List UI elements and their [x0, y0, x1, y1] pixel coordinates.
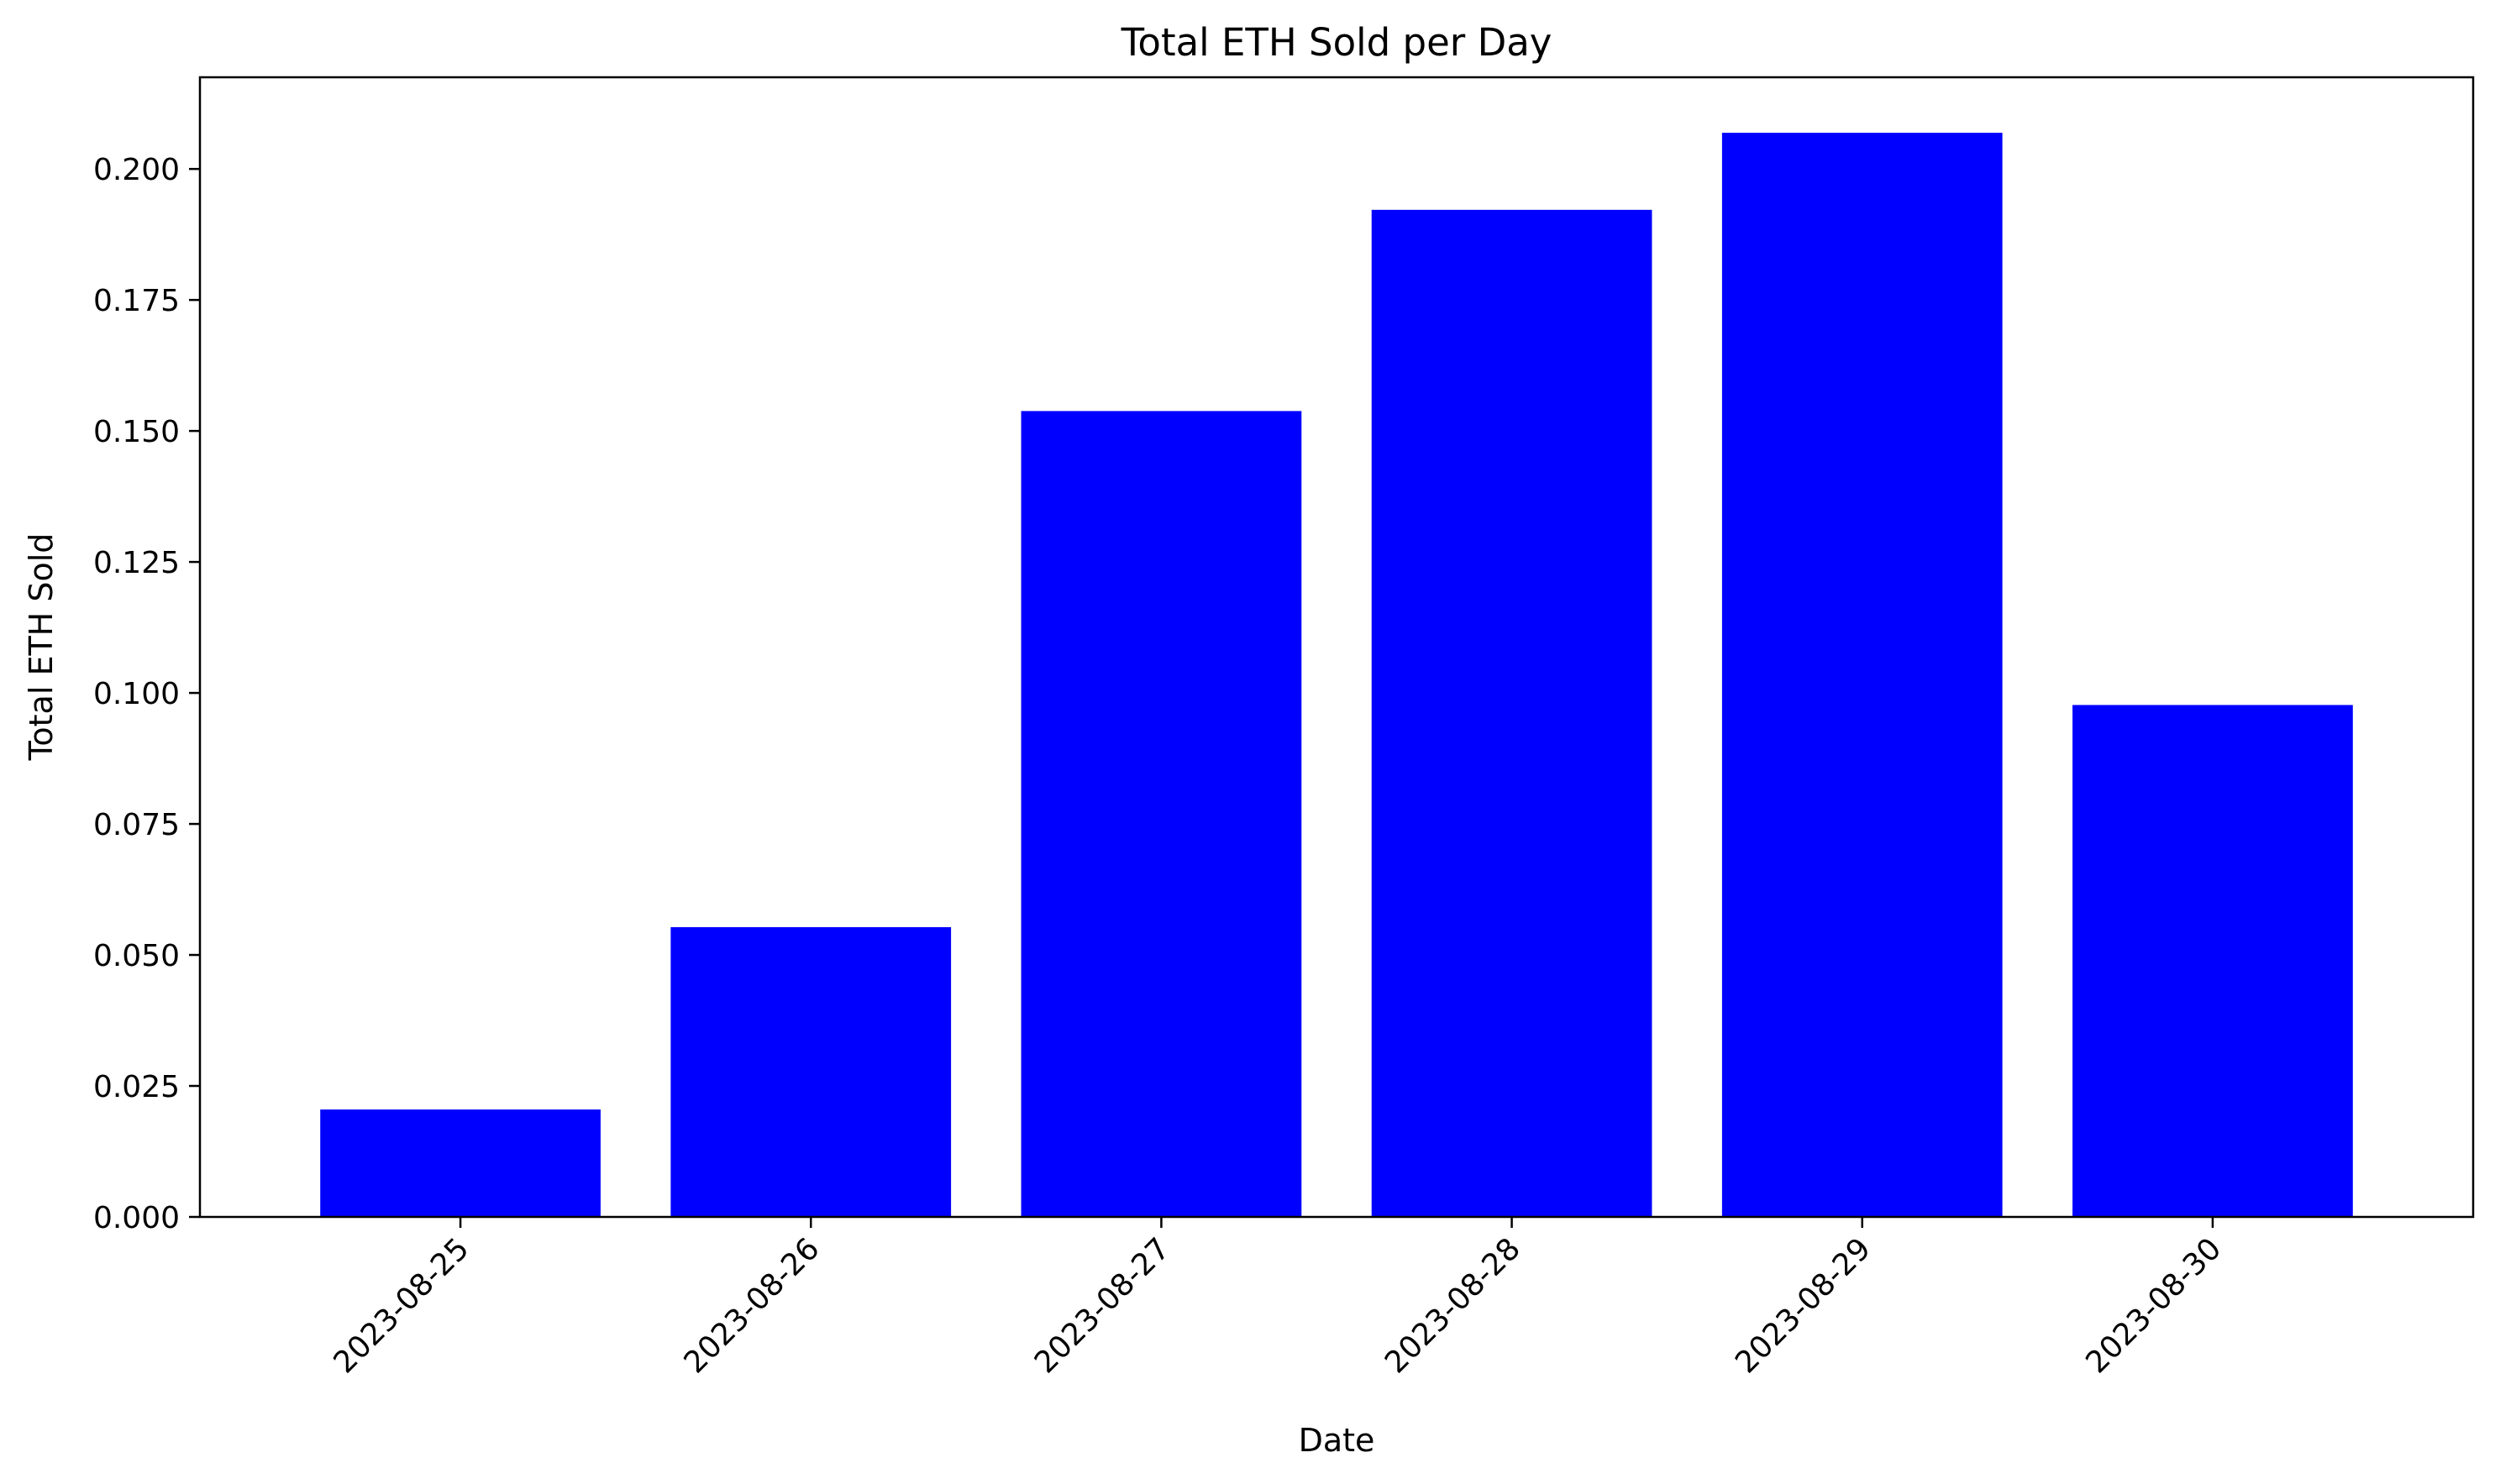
y-tick-label: 0.150: [93, 415, 180, 449]
bar-2023-08-30: [2072, 705, 2353, 1217]
chart-title: Total ETH Sold per Day: [1121, 20, 1552, 65]
bar-2023-08-29: [1721, 133, 2003, 1217]
y-tick-label: 0.100: [93, 677, 180, 711]
y-tick-label: 0.050: [93, 939, 180, 973]
y-tick-label: 0.125: [93, 546, 180, 580]
y-tick-label: 0.175: [93, 284, 180, 318]
x-axis-label: Date: [1299, 1422, 1375, 1459]
bars-group: [320, 133, 2353, 1218]
plot-area-frame: [198, 76, 2475, 1219]
y-tick-label: 0.200: [93, 153, 180, 187]
y-tick-label: 0.075: [93, 808, 180, 842]
bar-2023-08-28: [1371, 209, 1652, 1218]
y-axis-ticks: 0.000 0.025 0.050 0.075 0.100 0.125 0.150 0.175…: [93, 153, 200, 1235]
bar-2023-08-26: [670, 926, 952, 1217]
y-tick-label: 0.025: [93, 1070, 180, 1104]
bar-2023-08-27: [1021, 411, 1302, 1217]
y-tick-label: 0.000: [93, 1201, 180, 1235]
bar-2023-08-25: [320, 1109, 601, 1217]
y-axis-label: Total ETH Sold: [23, 533, 60, 762]
